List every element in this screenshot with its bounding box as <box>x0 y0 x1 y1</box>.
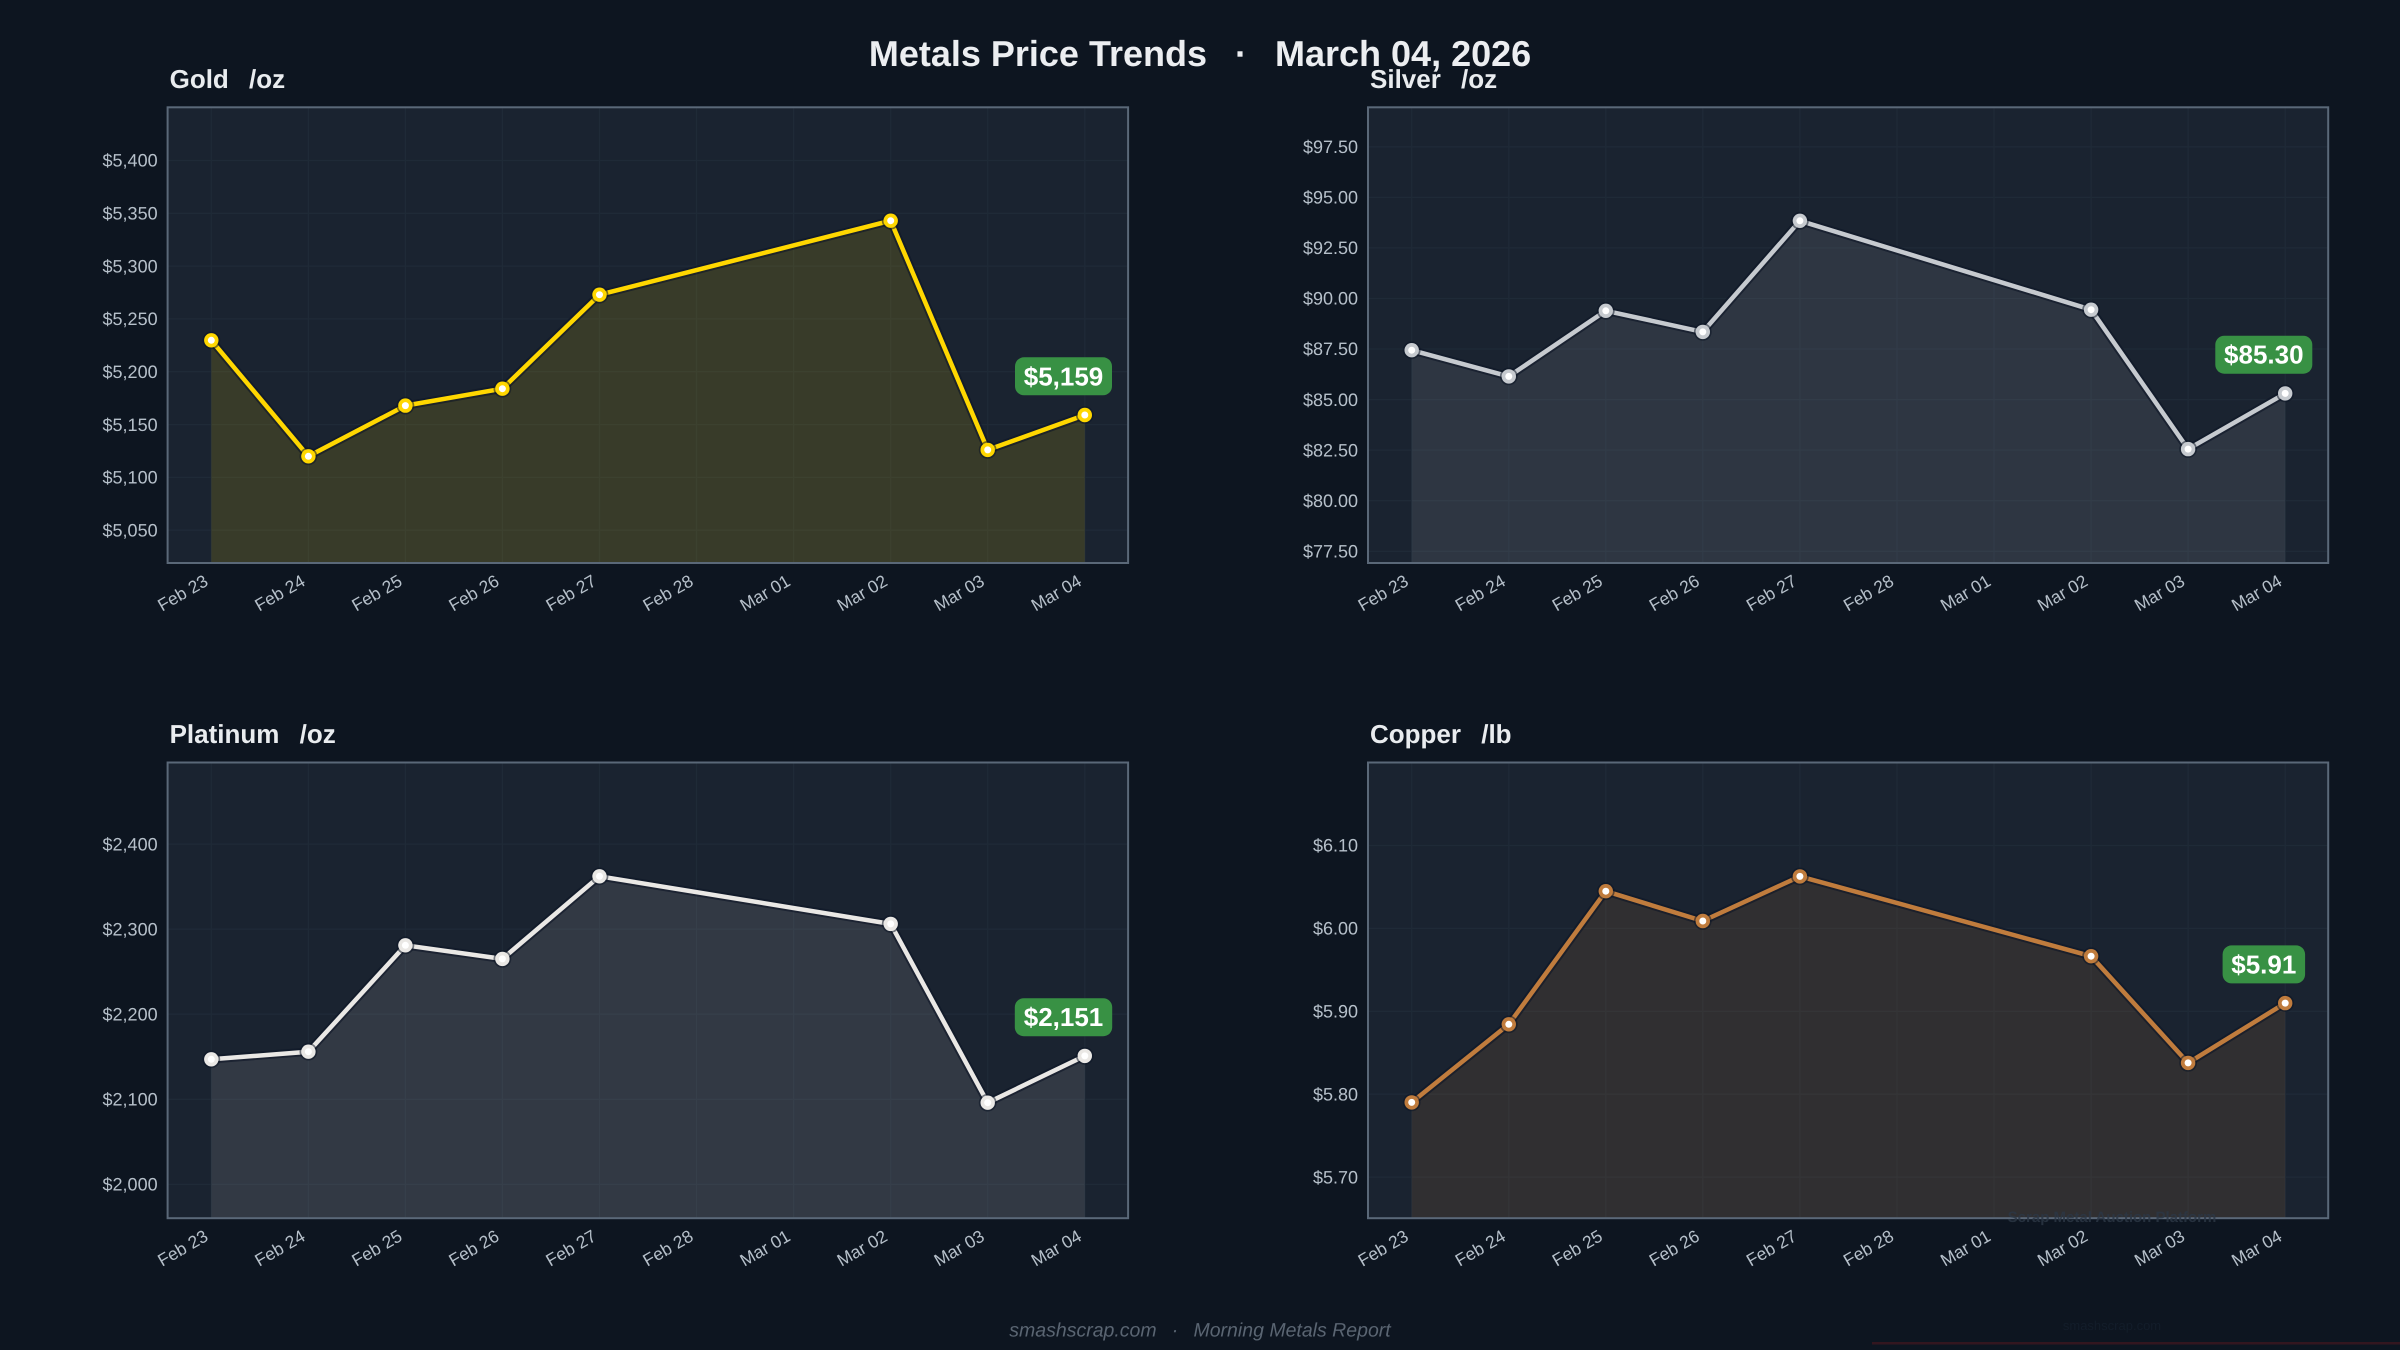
svg-text:$2,151: $2,151 <box>1024 1002 1104 1032</box>
svg-text:$5.70: $5.70 <box>1313 1167 1358 1187</box>
svg-text:$5,400: $5,400 <box>103 151 158 171</box>
svg-text:$5,350: $5,350 <box>103 204 158 224</box>
svg-text:$85.00: $85.00 <box>1303 390 1358 410</box>
svg-text:$5,150: $5,150 <box>103 415 158 435</box>
svg-text:$5.91: $5.91 <box>2231 949 2296 979</box>
svg-text:$2,400: $2,400 <box>103 834 158 854</box>
svg-text:$5,250: $5,250 <box>103 309 158 329</box>
svg-text:$5.80: $5.80 <box>1313 1084 1358 1104</box>
svg-text:$95.00: $95.00 <box>1303 188 1358 208</box>
svg-text:$2,100: $2,100 <box>103 1090 158 1110</box>
svg-text:smashscrap.com: smashscrap.com <box>2063 1318 2161 1333</box>
svg-text:$97.50: $97.50 <box>1303 137 1358 157</box>
svg-text:Silver /oz: Silver /oz <box>1370 64 1497 94</box>
svg-text:Platinum /oz: Platinum /oz <box>170 719 336 749</box>
svg-text:$6.10: $6.10 <box>1313 836 1358 856</box>
svg-text:smashscrap.com · Morning Met: smashscrap.com · Morning Metals Report <box>1009 1320 1392 1342</box>
svg-text:$5,100: $5,100 <box>103 468 158 488</box>
svg-text:$2,300: $2,300 <box>103 919 158 939</box>
svg-text:$85.30: $85.30 <box>2224 340 2304 370</box>
svg-text:$80.00: $80.00 <box>1303 491 1358 511</box>
svg-text:$92.50: $92.50 <box>1303 238 1358 258</box>
svg-text:$77.50: $77.50 <box>1303 542 1358 562</box>
svg-text:$5,200: $5,200 <box>103 362 158 382</box>
svg-text:Metals Price Trends · March: Metals Price Trends · March 04, 2026 <box>869 33 1531 74</box>
svg-text:Scrap Metal Auction Platform: Scrap Metal Auction Platform <box>2008 1209 2217 1226</box>
svg-text:$87.50: $87.50 <box>1303 339 1358 359</box>
svg-text:$82.50: $82.50 <box>1303 440 1358 460</box>
svg-text:$6.00: $6.00 <box>1313 919 1358 939</box>
svg-text:$2,200: $2,200 <box>103 1004 158 1024</box>
svg-text:$90.00: $90.00 <box>1303 289 1358 309</box>
svg-text:Gold /oz: Gold /oz <box>170 64 286 94</box>
svg-text:$5,300: $5,300 <box>103 256 158 276</box>
svg-text:$5,050: $5,050 <box>103 520 158 540</box>
svg-text:Copper /lb: Copper /lb <box>1370 719 1512 749</box>
svg-text:$5,159: $5,159 <box>1024 361 1104 391</box>
svg-text:$2,000: $2,000 <box>103 1175 158 1195</box>
svg-text:$5.90: $5.90 <box>1313 1002 1358 1022</box>
